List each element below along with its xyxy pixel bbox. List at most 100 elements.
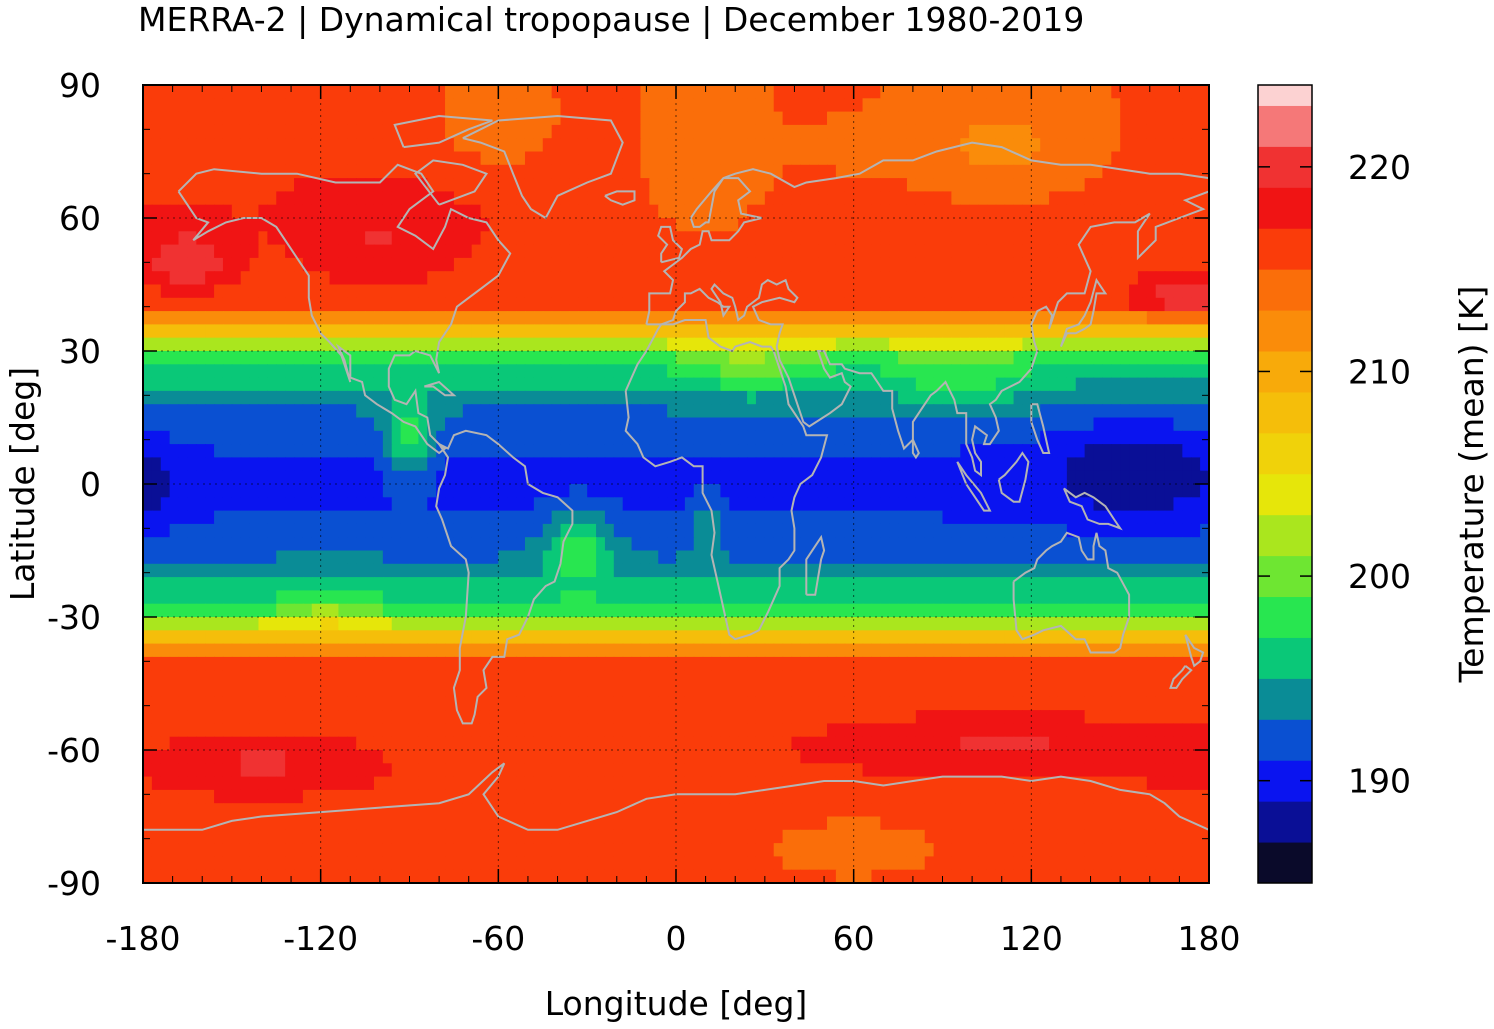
field-cell [1031,164,1041,179]
field-cell [942,484,952,498]
field-cell [249,457,260,472]
field-cell [693,444,704,458]
field-cell [587,390,597,405]
field-cell [391,191,402,206]
field-cell [1146,151,1157,166]
field-cell [302,178,313,192]
field-cell [1057,257,1068,272]
field-cell [800,164,810,179]
field-cell [480,85,491,99]
field-cell [347,138,357,153]
field-cell [205,337,215,352]
field-cell [1004,337,1015,352]
field-cell [382,537,393,552]
field-cell [302,337,313,352]
field-cell [613,204,624,219]
field-cell [649,111,659,126]
field-cell [853,138,864,153]
field-cell [898,191,908,206]
field-cell [498,590,508,605]
field-cell [747,404,757,419]
field-cell [391,218,402,232]
field-cell [818,218,828,232]
field-cell [1182,603,1192,618]
field-cell [844,351,855,365]
field-cell [818,111,828,126]
field-cell [578,444,588,458]
field-cell [587,337,597,352]
field-cell [1031,364,1041,379]
field-cell [516,510,526,525]
field-cell [151,324,162,339]
field-cell [924,284,935,299]
field-cell [773,164,784,179]
field-cell [613,510,624,525]
field-cell [631,231,642,246]
field-cell [1049,563,1059,578]
field-cell [445,271,455,286]
field-cell [222,151,233,166]
field-cell [1031,111,1041,126]
field-cell [1022,297,1032,312]
field-cell [471,297,482,312]
field-cell [143,111,153,126]
field-cell [1137,444,1148,458]
field-cell [818,590,828,605]
field-cell [418,444,428,458]
field-cell [986,390,997,405]
field-cell [1040,164,1050,179]
field-cell [436,297,446,312]
field-cell [231,297,242,312]
field-cell [516,484,526,498]
field-cell [631,191,642,206]
field-cell [871,191,881,206]
field-cell [569,603,579,618]
field-cell [1191,151,1201,166]
field-cell [169,124,180,139]
field-cell [667,138,677,153]
field-cell [667,510,677,525]
field-cell [311,244,322,259]
field-cell [1200,138,1209,153]
field-cell [835,537,846,552]
field-cell [667,297,677,312]
field-cell [285,311,295,325]
field-cell [986,457,997,472]
field-cell [1129,510,1139,525]
field-cell [143,271,153,286]
field-cell [391,351,402,365]
field-cell [969,523,979,538]
field-cell [524,497,535,512]
field-cell [338,364,348,379]
field-cell [587,191,597,206]
field-cell [809,297,819,312]
field-cell [587,98,597,113]
field-cell [755,457,766,472]
field-cell [676,510,686,525]
field-cell [906,577,917,591]
field-cell [720,523,730,538]
field-cell [969,324,979,339]
field-cell [862,231,873,246]
field-cell [569,191,579,206]
field-cell [898,351,908,365]
field-cell [898,430,908,445]
field-cell [560,244,570,259]
field-cell [693,563,704,578]
field-cell [285,151,295,166]
field-cell [311,430,322,445]
field-cell [889,231,899,246]
field-cell [578,484,588,498]
field-cell [1120,297,1130,312]
field-cell [986,257,997,272]
field-cell [507,218,517,232]
field-cell [320,470,331,485]
field-cell [391,324,402,339]
field-cell [569,617,579,631]
field-cell [1182,497,1192,512]
field-cell [1191,444,1201,458]
field-cell [729,257,739,272]
field-cell [524,337,535,352]
field-cell [311,124,322,139]
field-cell [214,470,224,485]
